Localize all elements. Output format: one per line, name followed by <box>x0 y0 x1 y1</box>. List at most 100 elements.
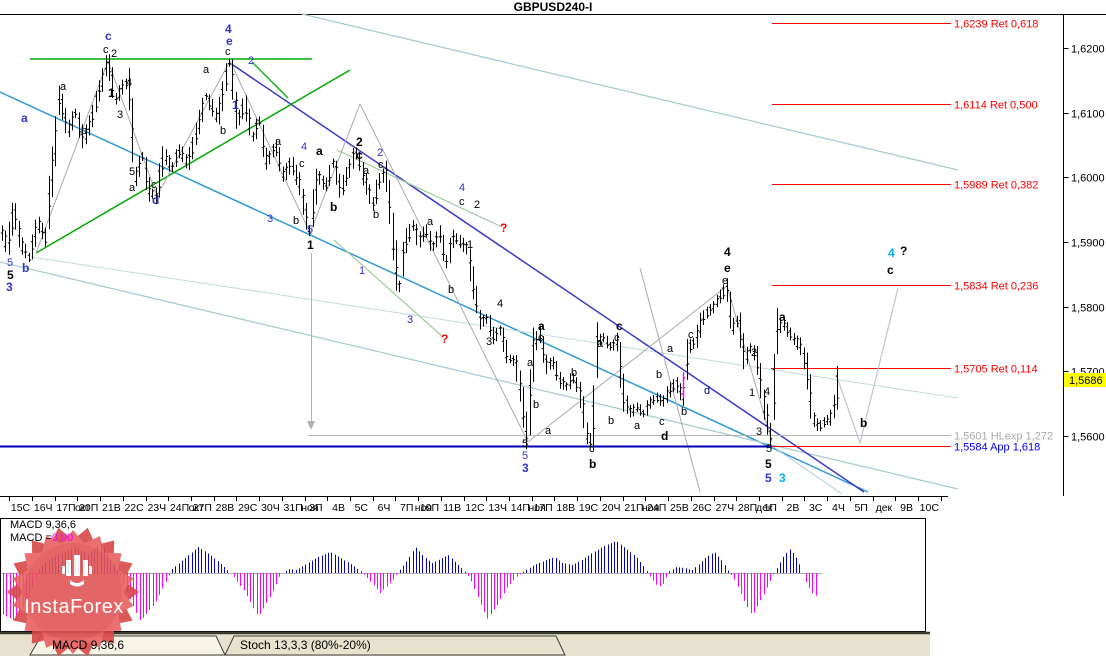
forecast-path <box>835 287 899 446</box>
trend-line <box>771 445 843 495</box>
tab-stochastic[interactable]: Stoch 13,3,3 (80%-20%) <box>240 638 371 652</box>
wave-label: b <box>571 367 578 379</box>
instaforex-logo-text: InstaForex <box>24 596 124 618</box>
level-label: 1,5705 Ret 0,114 <box>954 364 1038 376</box>
wave-label: 2 <box>356 135 363 149</box>
date-label: 17П <box>56 502 75 514</box>
date-label: 20Ч <box>602 502 621 514</box>
current-price-text: 1,5686 <box>1069 375 1103 387</box>
trend-line <box>30 256 959 399</box>
wave-label: b <box>608 415 615 427</box>
date-label: 4Ч <box>832 502 845 514</box>
tab-macd[interactable]: MACD 9,36,6 <box>52 638 125 652</box>
date-label: 3С <box>809 502 823 514</box>
date-label: дек <box>876 502 893 514</box>
wave-label: b <box>293 215 300 227</box>
date-label: 7П <box>400 502 413 514</box>
wave-label: 4 <box>459 182 466 194</box>
wave-label: 3 <box>756 426 763 438</box>
date-label: 26С <box>692 502 712 514</box>
wave-label: 4 <box>301 141 308 153</box>
wave-label: c <box>589 443 595 455</box>
wave-label: 5 <box>765 457 772 471</box>
wave-label: c <box>103 44 109 56</box>
wave-label: a <box>60 81 67 93</box>
wave-label: 5 <box>766 443 773 455</box>
wave-label: 5 <box>765 471 772 485</box>
wave-label: e <box>724 261 731 275</box>
trend-line <box>359 103 529 443</box>
trend-line <box>639 267 701 493</box>
wave-label: a <box>779 310 786 324</box>
wave-label: c <box>538 332 544 344</box>
wave-label: 1 <box>307 238 314 252</box>
wave-label: ? <box>441 332 449 346</box>
wave-label: 1 <box>108 86 115 100</box>
instaforex-logo <box>7 527 139 657</box>
macd-current-value: 0,00 <box>51 532 74 544</box>
wave-label: a <box>363 165 370 177</box>
macd-panel-frame <box>0 518 926 632</box>
date-label: 15С <box>11 502 31 514</box>
date-label: 10С <box>920 502 940 514</box>
level-label: 1,6239 Ret 0,618 <box>954 19 1038 31</box>
wave-label: c <box>105 29 112 43</box>
wave-label: 3 <box>486 336 493 348</box>
tab-stoch-shape[interactable] <box>224 635 566 656</box>
date-label: 23Ч <box>147 502 166 514</box>
wave-label: 5 <box>307 224 314 236</box>
wave-label: c <box>688 329 694 341</box>
date-label: 21П <box>624 502 643 514</box>
wave-label: a <box>545 425 552 437</box>
level-label: 1,6114 Ret 0,500 <box>954 100 1038 112</box>
wave-label: 1 <box>359 265 366 277</box>
date-label: 1П <box>764 502 777 514</box>
wave-label: e <box>722 275 729 287</box>
date-label: 16Ч <box>34 502 53 514</box>
wave-label: ? <box>500 221 508 235</box>
wave-label: b <box>330 200 338 214</box>
wave-label: 3 <box>522 461 529 475</box>
wave-label: c <box>887 263 894 277</box>
trend-line <box>527 285 728 443</box>
wave-label: 1 <box>467 239 474 251</box>
wave-label: e <box>226 34 233 48</box>
price-axis-label: 1,5900 <box>1071 238 1105 250</box>
wave-label: b <box>373 209 380 221</box>
date-label: 4В <box>332 502 345 514</box>
trend-line <box>336 149 503 228</box>
wave-label: 3 <box>6 280 13 294</box>
month-label: окт <box>75 502 91 514</box>
wave-label: 3 <box>117 109 124 121</box>
wave-label: a <box>316 144 323 158</box>
date-label: 20П <box>79 502 98 514</box>
month-label: окт <box>189 502 205 514</box>
trend-line <box>0 91 869 493</box>
date-label: 5С <box>355 502 369 514</box>
date-label: 31П <box>284 502 303 514</box>
wave-label: 5 <box>522 450 529 462</box>
wave-label: a <box>203 64 210 76</box>
price-axis-label: 1,5800 <box>1071 303 1105 315</box>
date-label: 24П <box>647 502 666 514</box>
wave-label: 4 <box>126 77 133 89</box>
trend-line <box>229 60 311 234</box>
wave-label: a <box>667 343 674 355</box>
wave-label: c <box>614 332 620 344</box>
wave-label: 5 <box>7 268 14 282</box>
candlesticks <box>0 54 840 452</box>
date-label: 18В <box>556 502 575 514</box>
month-label: ноя <box>301 502 318 514</box>
month-label: ноя <box>415 502 432 514</box>
macd-header: MACD 9,36,6 MACD =0,00 <box>10 519 76 545</box>
wave-label: 4 <box>225 22 232 36</box>
wave-label: d <box>661 429 669 443</box>
wave-label: a <box>527 357 534 369</box>
date-label: 27Ч <box>715 502 734 514</box>
wave-label: b <box>681 406 688 418</box>
wave-label: a <box>275 136 282 148</box>
wave-label: b <box>656 369 663 381</box>
wave-label: c <box>356 148 363 162</box>
